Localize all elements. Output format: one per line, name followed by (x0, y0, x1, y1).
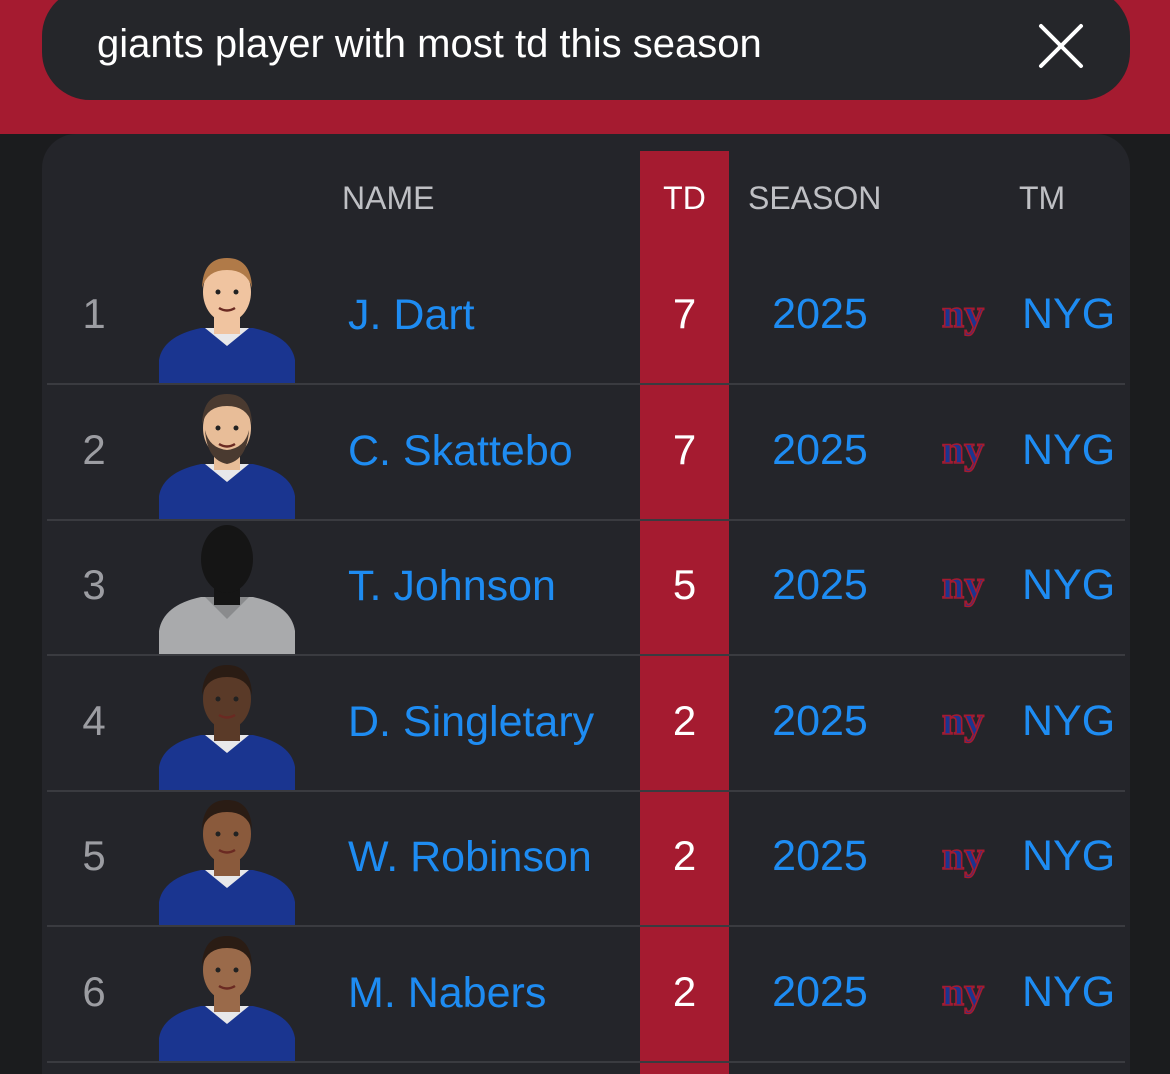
td-cell: 2 (672, 696, 697, 744)
giants-logo-icon: ny (935, 833, 991, 880)
svg-text:ny: ny (942, 700, 984, 743)
svg-text:ny: ny (942, 293, 984, 336)
row-divider (47, 789, 1125, 792)
player-name-link[interactable]: T. Johnson (348, 562, 556, 611)
season-link[interactable]: 2025 (772, 696, 868, 745)
rank-cell: 2 (82, 425, 106, 473)
svg-text:ny: ny (942, 971, 984, 1014)
td-cell: 7 (672, 290, 697, 337)
team-link[interactable]: NYG (1022, 561, 1116, 610)
rank-cell: 5 (82, 832, 106, 880)
td-cell: 7 (672, 425, 697, 473)
table-row[interactable]: 6 M. Nabers 2 2025 NYG ny (42, 926, 1130, 1063)
rank-cell: 6 (82, 968, 106, 1015)
td-cell: 2 (672, 832, 697, 880)
season-link[interactable]: 2025 (772, 832, 868, 881)
td-cell: 5 (672, 561, 697, 609)
table-row[interactable]: 2 C. Skattebo 7 2025 NYG ny (42, 384, 1130, 521)
row-divider (47, 654, 1125, 657)
giants-logo-icon: ny (935, 426, 991, 473)
player-avatar (159, 928, 295, 1063)
giants-logo-icon: ny (935, 561, 991, 608)
season-link[interactable]: 2025 (772, 968, 868, 1016)
player-name-link[interactable]: M. Nabers (348, 969, 547, 1017)
team-link[interactable]: NYG (1022, 968, 1116, 1016)
player-name-link[interactable]: J. Dart (348, 291, 475, 339)
table-row[interactable]: 1 J. Dart 7 2025 NYG ny (42, 248, 1130, 385)
row-divider (47, 925, 1125, 928)
player-avatar (159, 657, 295, 792)
giants-logo-icon: ny (935, 968, 991, 1015)
td-cell: 2 (672, 968, 697, 1015)
rank-cell: 1 (82, 290, 106, 337)
giants-logo-icon: ny (935, 697, 991, 744)
player-avatar (159, 250, 295, 385)
row-divider (47, 1061, 1125, 1063)
team-link[interactable]: NYG (1022, 832, 1116, 881)
player-avatar (159, 386, 295, 521)
team-link[interactable]: NYG (1022, 290, 1116, 338)
search-bar[interactable]: giants player with most td this season (42, 0, 1130, 100)
header-team[interactable]: TM (1019, 180, 1066, 216)
silhouette-avatar (159, 521, 295, 657)
rank-cell: 4 (82, 696, 106, 744)
season-link[interactable]: 2025 (772, 561, 868, 610)
header-td[interactable]: TD (663, 180, 706, 216)
close-icon[interactable] (1036, 21, 1086, 71)
player-name-link[interactable]: W. Robinson (348, 833, 592, 882)
row-divider (47, 518, 1125, 521)
rank-cell: 3 (82, 561, 106, 609)
player-name-link[interactable]: C. Skattebo (348, 426, 573, 475)
table-row[interactable]: 3 T. Johnson 5 2025 NYG ny (42, 519, 1130, 657)
svg-text:ny: ny (942, 429, 984, 472)
header-season[interactable]: SEASON (748, 180, 882, 216)
team-link[interactable]: NYG (1022, 696, 1116, 745)
season-link[interactable]: 2025 (772, 290, 868, 338)
td-column-highlight (640, 151, 729, 1074)
team-link[interactable]: NYG (1022, 425, 1116, 474)
header-name[interactable]: NAME (342, 180, 435, 216)
table-row[interactable]: 4 D. Singletary 2 2025 NYG ny (42, 655, 1130, 792)
search-input[interactable]: giants player with most td this season (97, 22, 762, 66)
svg-text:ny: ny (942, 835, 984, 878)
season-link[interactable]: 2025 (772, 425, 868, 474)
results-card: NAME TD SEASON TM 1 J. Dart 7 2025 NYG ny 2 C. … (42, 134, 1130, 1074)
svg-text:ny: ny (942, 564, 984, 607)
giants-logo-icon: ny (935, 290, 991, 337)
table-row[interactable]: 5 W. Robinson 2 2025 NYG ny (42, 790, 1130, 928)
player-name-link[interactable]: D. Singletary (348, 697, 595, 746)
row-divider (47, 383, 1125, 385)
player-avatar (159, 792, 295, 928)
